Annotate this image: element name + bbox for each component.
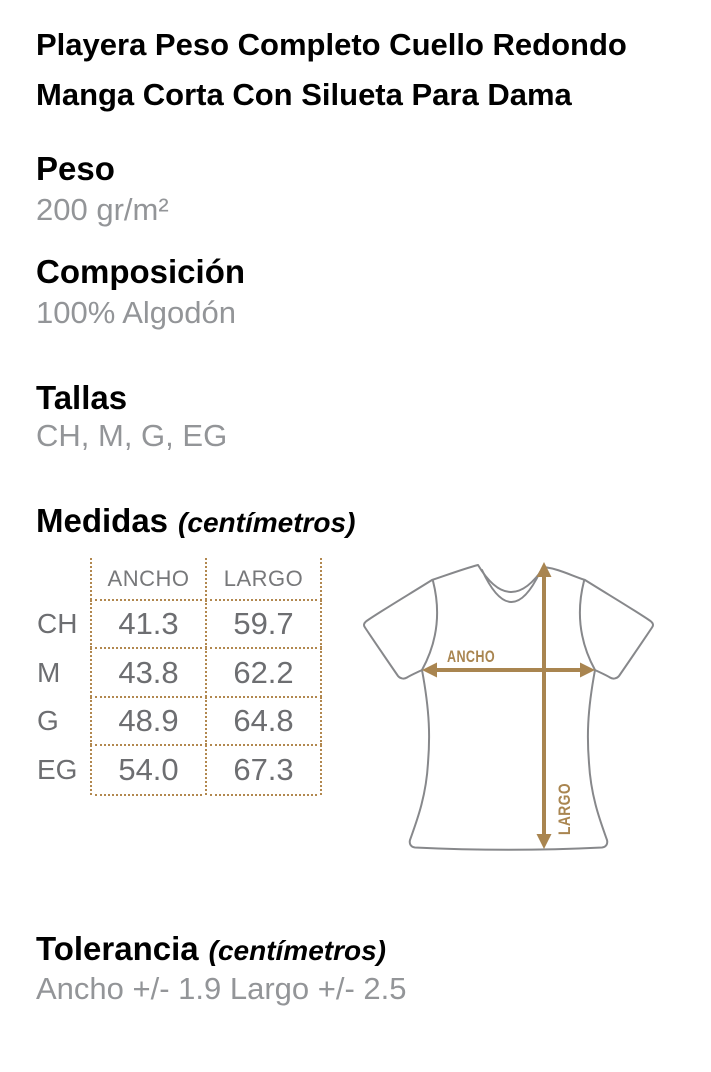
size-measurements-table: ANCHO LARGO CH 41.3 59.7 M 43.8 62.2 G 4… bbox=[36, 558, 322, 796]
medidas-unit-note: (centímetros) bbox=[178, 507, 356, 538]
cell-g-largo: 64.8 bbox=[205, 696, 322, 745]
row-label-eg: EG bbox=[37, 754, 78, 785]
tshirt-outline bbox=[363, 564, 654, 851]
tolerancia-heading: Tolerancia (centímetros) bbox=[36, 930, 386, 968]
cell-eg-largo: 67.3 bbox=[205, 744, 322, 796]
peso-value: 200 gr/m² bbox=[36, 192, 169, 227]
ancho-arrow-label: ANCHO bbox=[447, 647, 495, 666]
largo-arrow-label: LARGO bbox=[555, 783, 574, 835]
product-title-line2: Manga Corta Con Silueta Para Dama bbox=[36, 77, 572, 112]
tallas-value: CH, M, G, EG bbox=[36, 418, 228, 453]
cell-m-largo: 62.2 bbox=[205, 647, 322, 697]
column-header-ancho: ANCHO bbox=[90, 558, 205, 600]
peso-heading: Peso bbox=[36, 150, 115, 187]
ancho-arrow bbox=[422, 662, 595, 678]
medidas-heading: Medidas (centímetros) bbox=[36, 502, 355, 540]
largo-arrow bbox=[536, 562, 552, 849]
product-title: Playera Peso Completo Cuello Redondo Man… bbox=[36, 20, 627, 120]
column-header-largo: LARGO bbox=[205, 558, 322, 600]
cell-ch-ancho: 41.3 bbox=[90, 599, 205, 648]
row-label-g: G bbox=[37, 705, 59, 736]
tolerancia-value: Ancho +/- 1.9 Largo +/- 2.5 bbox=[36, 971, 407, 1006]
row-label-ch: CH bbox=[37, 608, 78, 639]
cell-eg-ancho: 54.0 bbox=[90, 744, 205, 796]
medidas-heading-text: Medidas bbox=[36, 502, 169, 539]
left-armhole-seam bbox=[421, 580, 439, 671]
tallas-heading: Tallas bbox=[36, 379, 128, 416]
tolerancia-heading-text: Tolerancia bbox=[36, 930, 199, 967]
row-label-m: M bbox=[37, 656, 61, 688]
composicion-value: 100% Algodón bbox=[36, 295, 236, 330]
cell-m-ancho: 43.8 bbox=[90, 647, 205, 697]
composicion-heading: Composición bbox=[36, 253, 246, 290]
tolerancia-unit-note: (centímetros) bbox=[208, 935, 386, 966]
product-title-line1: Playera Peso Completo Cuello Redondo bbox=[36, 27, 627, 62]
cell-ch-largo: 59.7 bbox=[205, 599, 322, 648]
right-armhole-seam bbox=[578, 580, 596, 671]
cell-g-ancho: 48.9 bbox=[90, 696, 205, 745]
collar-seam bbox=[481, 569, 541, 603]
tshirt-diagram: ANCHO LARGO bbox=[363, 562, 654, 851]
table-corner-cell bbox=[36, 558, 90, 600]
